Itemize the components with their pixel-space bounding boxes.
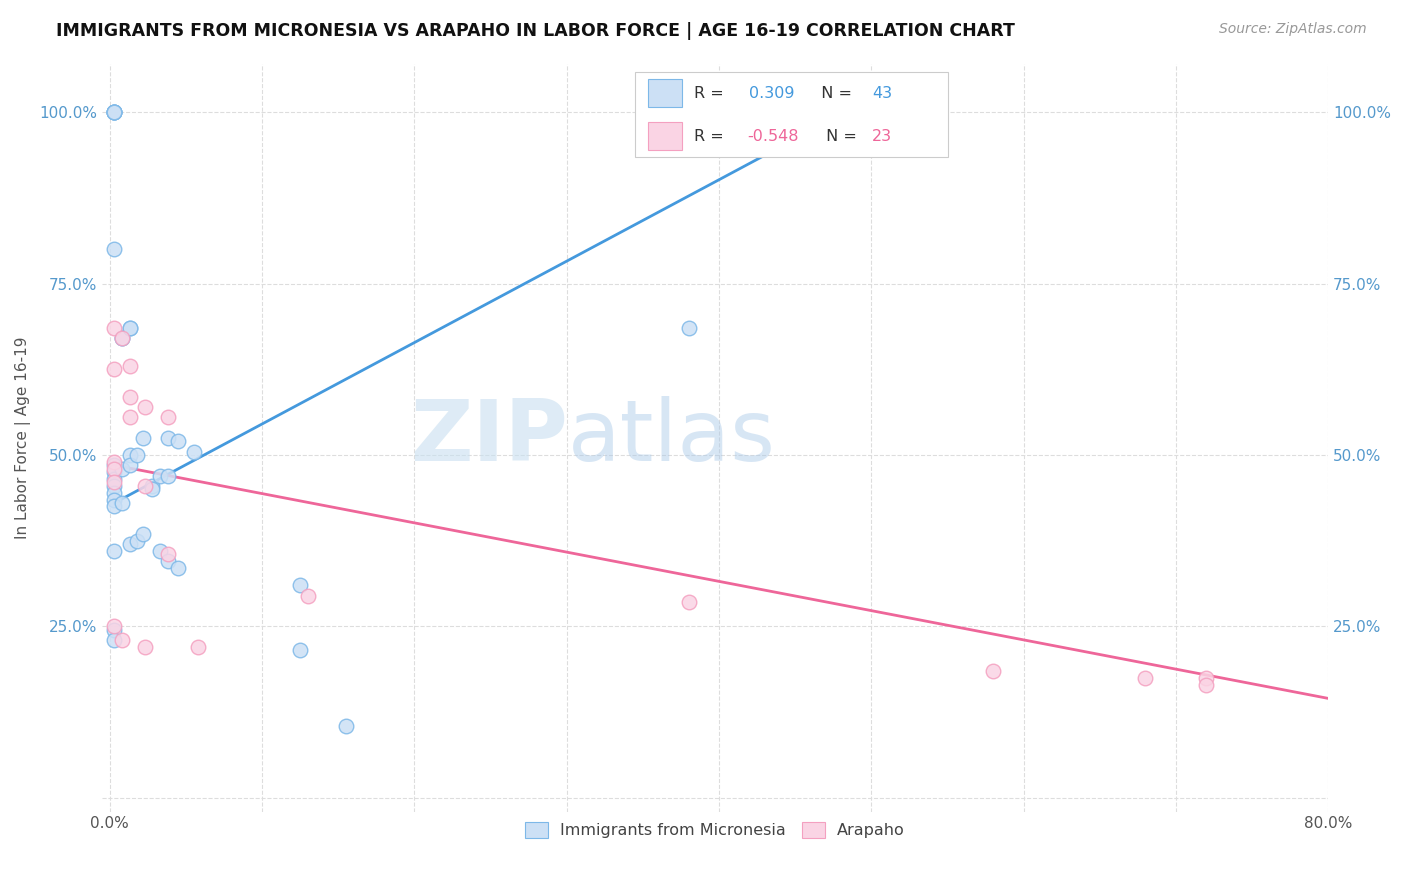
Text: 43: 43 — [872, 86, 893, 101]
Point — [103, 544, 125, 558]
Point — [103, 472, 125, 486]
Point — [187, 640, 209, 654]
Text: 0.309: 0.309 — [749, 86, 794, 101]
Point — [288, 643, 311, 657]
Point — [103, 455, 125, 469]
Point — [103, 362, 125, 376]
Point — [103, 492, 125, 507]
Point — [1135, 671, 1157, 685]
FancyBboxPatch shape — [636, 71, 948, 158]
Point — [118, 448, 141, 462]
Point — [103, 321, 125, 335]
Point — [103, 242, 125, 256]
Text: IMMIGRANTS FROM MICRONESIA VS ARAPAHO IN LABOR FORCE | AGE 16-19 CORRELATION CHA: IMMIGRANTS FROM MICRONESIA VS ARAPAHO IN… — [56, 22, 1015, 40]
Point — [156, 410, 179, 425]
Point — [103, 105, 125, 120]
Point — [103, 105, 125, 120]
Point — [149, 544, 172, 558]
Text: 23: 23 — [872, 128, 893, 144]
Point — [103, 623, 125, 637]
Point — [335, 719, 357, 733]
Point — [103, 475, 125, 490]
Point — [111, 331, 134, 345]
Point — [1195, 671, 1218, 685]
Text: atlas: atlas — [568, 396, 776, 479]
Point — [118, 410, 141, 425]
Point — [118, 321, 141, 335]
Point — [103, 465, 125, 479]
Point — [111, 331, 134, 345]
FancyBboxPatch shape — [648, 122, 682, 150]
Text: R =: R = — [695, 86, 734, 101]
Point — [167, 434, 190, 449]
Legend: Immigrants from Micronesia, Arapaho: Immigrants from Micronesia, Arapaho — [519, 816, 911, 845]
Point — [111, 331, 134, 345]
Point — [167, 561, 190, 575]
Point — [981, 664, 1004, 678]
Point — [134, 479, 156, 493]
Text: R =: R = — [695, 128, 730, 144]
Point — [134, 640, 156, 654]
Point — [127, 533, 149, 548]
Point — [103, 461, 125, 475]
Point — [111, 496, 134, 510]
Point — [103, 479, 125, 493]
Point — [132, 526, 155, 541]
Point — [103, 105, 125, 120]
Point — [141, 479, 163, 493]
Point — [103, 105, 125, 120]
Point — [132, 431, 155, 445]
Point — [156, 547, 179, 561]
Point — [678, 595, 700, 609]
Point — [103, 105, 125, 120]
Text: N =: N = — [811, 86, 856, 101]
Point — [111, 633, 134, 648]
Point — [156, 431, 179, 445]
Text: -0.548: -0.548 — [747, 128, 799, 144]
Point — [111, 461, 134, 475]
Point — [297, 589, 319, 603]
Point — [118, 458, 141, 473]
Point — [103, 458, 125, 473]
Point — [103, 619, 125, 633]
Point — [118, 390, 141, 404]
Point — [156, 468, 179, 483]
Point — [183, 444, 205, 458]
Point — [103, 500, 125, 514]
Y-axis label: In Labor Force | Age 16-19: In Labor Force | Age 16-19 — [15, 336, 31, 539]
Point — [134, 400, 156, 414]
Text: N =: N = — [821, 128, 862, 144]
Point — [678, 321, 700, 335]
Point — [1195, 678, 1218, 692]
FancyBboxPatch shape — [648, 78, 682, 107]
Text: Source: ZipAtlas.com: Source: ZipAtlas.com — [1219, 22, 1367, 37]
Point — [127, 448, 149, 462]
Point — [141, 482, 163, 496]
Point — [118, 537, 141, 551]
Point — [118, 321, 141, 335]
Point — [288, 578, 311, 592]
Point — [149, 468, 172, 483]
Point — [103, 633, 125, 648]
Point — [118, 359, 141, 373]
Text: ZIP: ZIP — [411, 396, 568, 479]
Point — [156, 554, 179, 568]
Point — [103, 485, 125, 500]
